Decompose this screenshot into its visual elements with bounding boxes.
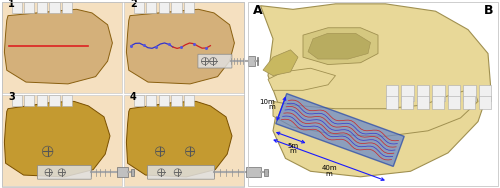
Text: 1: 1 bbox=[8, 0, 15, 9]
Bar bbox=[24, 2, 34, 13]
Bar bbox=[248, 2, 498, 186]
Bar bbox=[12, 95, 22, 106]
Bar bbox=[463, 96, 475, 109]
Polygon shape bbox=[273, 89, 478, 136]
Bar bbox=[159, 95, 169, 106]
Bar bbox=[401, 96, 413, 109]
Bar bbox=[124, 95, 244, 186]
Bar bbox=[386, 96, 398, 109]
Bar bbox=[37, 2, 47, 13]
Bar bbox=[386, 85, 398, 101]
Bar bbox=[432, 85, 444, 101]
Bar bbox=[478, 96, 490, 109]
Bar bbox=[172, 2, 181, 13]
Text: A: A bbox=[253, 4, 262, 17]
Bar bbox=[131, 168, 134, 176]
Bar bbox=[62, 2, 72, 13]
Bar bbox=[116, 167, 128, 177]
Bar bbox=[264, 168, 268, 176]
FancyBboxPatch shape bbox=[198, 54, 232, 68]
Bar bbox=[401, 85, 413, 101]
Bar bbox=[124, 2, 244, 93]
Polygon shape bbox=[268, 68, 336, 90]
Bar bbox=[256, 57, 258, 65]
Bar bbox=[2, 2, 122, 93]
Text: 4: 4 bbox=[130, 92, 137, 102]
Bar bbox=[172, 95, 181, 106]
Bar bbox=[146, 2, 156, 13]
Polygon shape bbox=[263, 50, 298, 76]
FancyBboxPatch shape bbox=[148, 165, 214, 179]
Bar bbox=[62, 95, 72, 106]
Text: 40m
m: 40m m bbox=[321, 165, 337, 177]
Polygon shape bbox=[276, 94, 404, 166]
Polygon shape bbox=[308, 33, 370, 59]
Text: 2: 2 bbox=[130, 0, 137, 9]
Text: 5m
m: 5m m bbox=[287, 143, 298, 154]
Polygon shape bbox=[4, 101, 110, 177]
Bar bbox=[184, 95, 194, 106]
Bar bbox=[416, 85, 429, 101]
Bar bbox=[37, 95, 47, 106]
Bar bbox=[12, 2, 22, 13]
Text: 3: 3 bbox=[8, 92, 15, 102]
Bar bbox=[248, 56, 255, 66]
Bar bbox=[159, 2, 169, 13]
Bar bbox=[50, 95, 59, 106]
Bar bbox=[2, 95, 122, 186]
Bar bbox=[448, 96, 460, 109]
Bar bbox=[246, 167, 261, 177]
Polygon shape bbox=[4, 9, 112, 84]
Text: 10m
m: 10m m bbox=[260, 99, 276, 110]
Polygon shape bbox=[260, 4, 490, 177]
Bar bbox=[50, 2, 59, 13]
Bar bbox=[2, 2, 244, 187]
Bar bbox=[448, 85, 460, 101]
Bar bbox=[146, 95, 156, 106]
Bar bbox=[248, 2, 498, 186]
Polygon shape bbox=[126, 9, 234, 84]
Bar bbox=[463, 85, 475, 101]
Bar bbox=[432, 96, 444, 109]
Bar bbox=[184, 2, 194, 13]
Bar bbox=[134, 95, 144, 106]
Bar bbox=[24, 95, 34, 106]
Polygon shape bbox=[303, 28, 378, 64]
Bar bbox=[416, 96, 428, 109]
Text: B: B bbox=[484, 4, 493, 17]
Bar bbox=[134, 2, 144, 13]
FancyBboxPatch shape bbox=[38, 165, 92, 179]
Polygon shape bbox=[126, 101, 232, 177]
Bar bbox=[478, 85, 491, 101]
